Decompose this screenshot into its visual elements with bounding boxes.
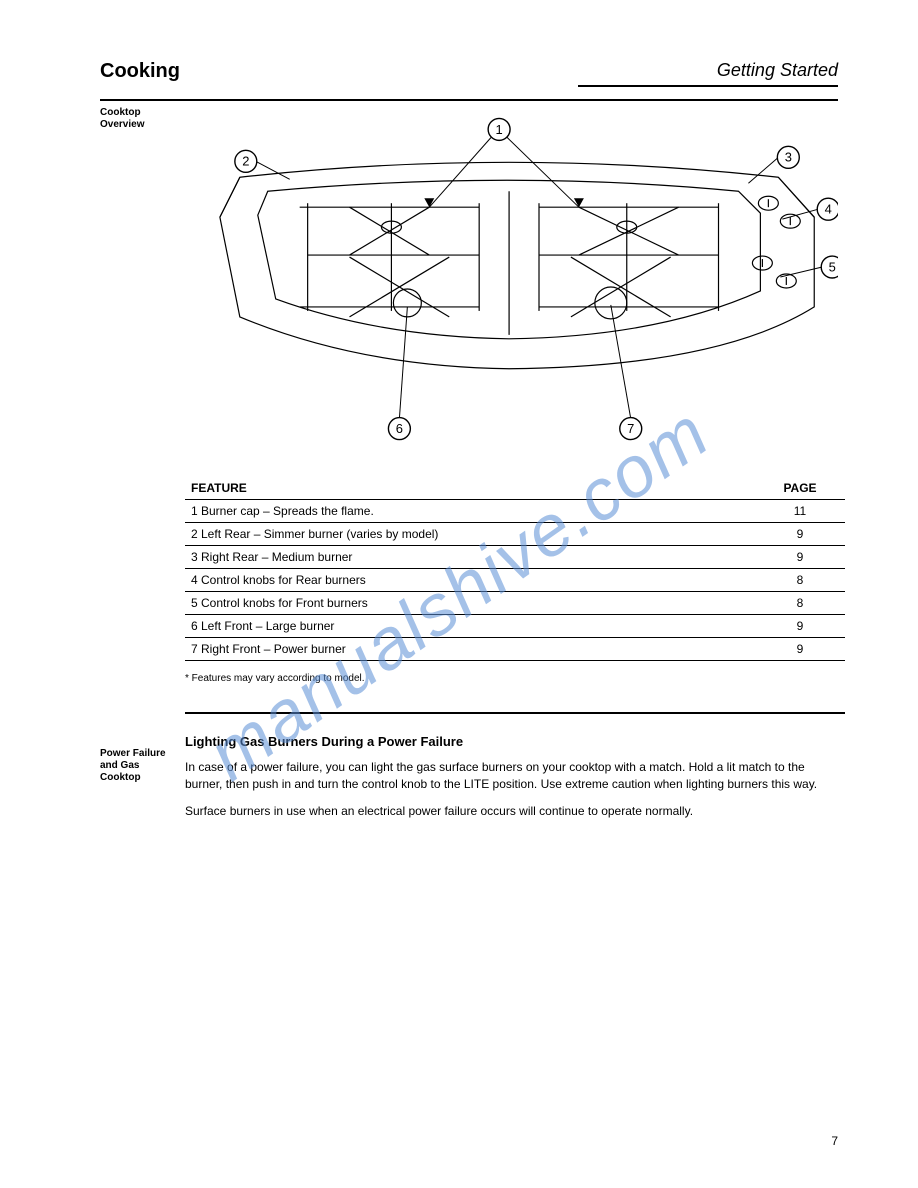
side-label-overview: Cooktop Overview [100,107,160,131]
page-cell: 9 [755,638,845,661]
callout-label-3: 3 [785,150,792,165]
feature-cell: 3 Right Rear – Medium burner [185,546,755,569]
page-number: 7 [831,1134,838,1148]
feature-cell: 4 Control knobs for Rear burners [185,569,755,592]
page-cell: 8 [755,592,845,615]
callout-label-5: 5 [828,259,835,274]
subtitle-power-failure: Lighting Gas Burners During a Power Fail… [185,734,838,749]
callout-label-7: 7 [627,421,634,436]
col-feature: FEATURE [185,477,755,500]
callout-label-1: 1 [495,122,502,137]
cooktop-svg: 2 1 3 4 5 6 7 [180,107,838,447]
page-cell: 9 [755,523,845,546]
table-note: * Features may vary according to model. [185,673,845,684]
table-row: 5 Control knobs for Front burners8 [185,592,845,615]
table-row: 3 Right Rear – Medium burner9 [185,546,845,569]
feature-cell: 1 Burner cap – Spreads the flame. [185,500,755,523]
feature-cell: 7 Right Front – Power burner [185,638,755,661]
page-cell: 9 [755,615,845,638]
table-row: 1 Burner cap – Spreads the flame.11 [185,500,845,523]
body-power-failure: In case of a power failure, you can ligh… [185,759,825,819]
callout-label-4: 4 [824,202,831,217]
callout-label-2: 2 [242,154,249,169]
feature-cell: 6 Left Front – Large burner [185,615,755,638]
pf-para-2: Surface burners in use when an electrica… [185,803,825,820]
page-title: Cooking [100,60,180,83]
table-row: 2 Left Rear – Simmer burner (varies by m… [185,523,845,546]
page-cell: 8 [755,569,845,592]
pf-para-1: In case of a power failure, you can ligh… [185,759,825,793]
cooktop-diagram: 2 1 3 4 5 6 7 [180,107,838,447]
table-row: 4 Control knobs for Rear burners8 [185,569,845,592]
divider-mid [185,712,845,714]
page-cell: 9 [755,546,845,569]
feature-cell: 2 Left Rear – Simmer burner (varies by m… [185,523,755,546]
table-row: 6 Left Front – Large burner9 [185,615,845,638]
feature-table: FEATURE PAGE 1 Burner cap – Spreads the … [185,477,845,661]
table-row: 7 Right Front – Power burner9 [185,638,845,661]
page-cell: 11 [755,500,845,523]
breadcrumb: Getting Started [578,60,838,87]
divider-top [100,99,838,101]
side-label-adjustments: Power Failure and Gas Cooktop [100,748,170,784]
col-page: PAGE [755,477,845,500]
callout-label-6: 6 [396,421,403,436]
feature-cell: 5 Control knobs for Front burners [185,592,755,615]
